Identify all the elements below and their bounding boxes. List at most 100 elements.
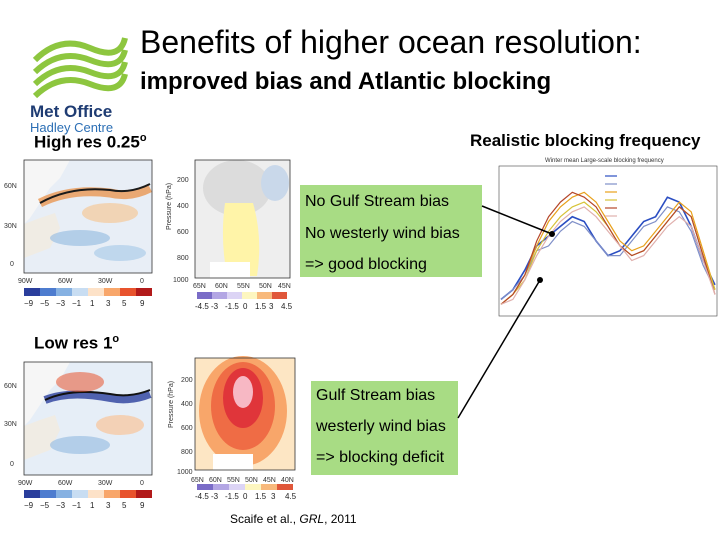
slide-title: Benefits of higher ocean resolution:	[140, 24, 642, 60]
low-res-sst-map: 60N 30N 0 90W 60W 30W 0 −9 −5 −3 −1 1 3 …	[4, 361, 153, 510]
chart-title: Winter mean Large-scale blocking frequen…	[545, 158, 664, 164]
colorbar-tick: 5	[122, 501, 127, 510]
pressure-tick: 600	[181, 425, 193, 432]
section-colorbar-tick: 0	[243, 302, 248, 311]
colorbar-tick: −5	[40, 501, 50, 510]
colorbar-tick: 5	[122, 299, 127, 308]
high-res-label: High res 0.25o	[34, 132, 147, 153]
pressure-tick: 600	[177, 229, 189, 236]
map-lon-tick: 90W	[18, 278, 33, 285]
chart-legend	[605, 175, 617, 217]
section-lat-tick: 45N	[263, 477, 276, 484]
map-lat-tick: 30N	[4, 421, 17, 428]
section-lat-tick: 55N	[237, 283, 250, 290]
map-lat-tick: 30N	[4, 223, 17, 230]
colorbar-tick: −1	[72, 299, 82, 308]
chart-series-line	[500, 191, 716, 305]
pressure-tick: 200	[181, 377, 193, 384]
low-res-point: => blocking deficit	[316, 449, 445, 466]
section-lat-tick: 50N	[259, 283, 272, 290]
section-lat-tick: 55N	[227, 477, 240, 484]
map-lat-tick: 0	[10, 261, 14, 268]
colorbar-tick: 9	[140, 501, 145, 510]
map-lon-tick: 0	[140, 278, 144, 285]
high-res-point: No Gulf Stream bias	[305, 193, 450, 210]
citation-authors: Scaife et al.,	[230, 512, 300, 526]
low-res-label-text: Low res 1	[34, 333, 113, 353]
low-res-label: Low res 1o	[34, 333, 119, 354]
high-res-point: => good blocking	[305, 256, 427, 273]
met-office-logo: Met Office Hadley Centre	[30, 30, 130, 135]
colorbar-tick: −9	[24, 299, 34, 308]
blocking-chart: Winter mean Large-scale blocking frequen…	[498, 158, 718, 317]
high-res-point: No westerly wind bias	[305, 225, 460, 242]
map-colorbar	[24, 490, 152, 498]
colorbar-tick: −3	[56, 299, 66, 308]
high-res-summary-box: No Gulf Stream bias No westerly wind bia…	[300, 185, 482, 277]
map-lon-tick: 90W	[18, 480, 33, 487]
map-lat-tick: 60N	[4, 183, 17, 190]
section-colorbar-tick: -4.5	[195, 302, 209, 311]
pressure-tick: 400	[177, 203, 189, 210]
low-res-point: Gulf Stream bias	[316, 387, 436, 404]
colorbar-tick: −5	[40, 299, 50, 308]
colorbar-tick: 9	[140, 299, 145, 308]
map-lon-tick: 0	[140, 480, 144, 487]
section-lat-tick: 60N	[209, 477, 222, 484]
logo-name: Met Office	[30, 102, 113, 121]
slide-subtitle: improved bias and Atlantic blocking	[140, 68, 552, 95]
chart-frame	[498, 165, 718, 317]
colorbar-tick: −1	[72, 501, 82, 510]
section-colorbar-tick: -1.5	[225, 492, 239, 501]
high-res-label-text: High res 0.25	[34, 132, 140, 152]
section-colorbar-tick: 1.5	[255, 492, 267, 501]
chart-series-group	[500, 191, 716, 305]
section-colorbar-tick: -3	[211, 492, 219, 501]
section-colorbar-tick: -3	[211, 302, 219, 311]
section-colorbar-tick: -1.5	[225, 302, 239, 311]
section-colorbar-tick: -4.5	[195, 492, 209, 501]
section-lat-tick: 40N	[281, 477, 294, 484]
map-lon-tick: 60W	[58, 278, 73, 285]
low-res-summary-box: Gulf Stream bias westerly wind bias => b…	[311, 381, 458, 475]
chart-series-line	[500, 206, 716, 305]
high-res-sst-map: 60N 30N 0 90W 60W 30W 0 −9 −5 −3 −1 1 3 …	[4, 159, 153, 308]
logo-waves-icon	[32, 37, 128, 99]
colorbar-tick: 1	[90, 501, 95, 510]
high-res-wind-section: Pressure (hPa) 200 400 600 800 1000 65N …	[166, 159, 293, 311]
low-res-degree: o	[112, 333, 120, 345]
section-colorbar-tick: 4.5	[281, 302, 293, 311]
map-lon-tick: 60W	[58, 480, 73, 487]
section-lat-tick: 60N	[215, 283, 228, 290]
high-res-degree: o	[139, 132, 147, 144]
low-res-wind-section: Pressure (hPa) 200 400 600 800 1000 65N …	[168, 356, 297, 501]
map-lon-tick: 30W	[98, 278, 113, 285]
pressure-tick: 1000	[177, 469, 193, 476]
pressure-tick: 1000	[173, 277, 189, 284]
section-lat-tick: 65N	[191, 477, 204, 484]
pressure-tick: 200	[177, 177, 189, 184]
map-lon-tick: 30W	[98, 480, 113, 487]
colorbar-tick: 1	[90, 299, 95, 308]
pressure-axis-label: Pressure (hPa)	[166, 183, 173, 230]
section-colorbar-tick: 4.5	[285, 492, 297, 501]
map-colorbar	[24, 288, 152, 296]
colorbar-tick: −9	[24, 501, 34, 510]
blocking-label: Realistic blocking frequency	[470, 131, 701, 150]
citation: Scaife et al., GRL, 2011	[230, 512, 357, 526]
map-lat-tick: 0	[10, 461, 14, 468]
section-colorbar	[197, 292, 287, 299]
section-colorbar-tick: 1.5	[255, 302, 267, 311]
logo-subname: Hadley Centre	[30, 120, 114, 135]
section-lat-tick: 50N	[245, 477, 258, 484]
section-lat-tick: 65N	[193, 283, 206, 290]
pressure-tick: 800	[177, 255, 189, 262]
section-colorbar-tick: 0	[243, 492, 248, 501]
section-colorbar	[197, 484, 293, 490]
map-lat-tick: 60N	[4, 383, 17, 390]
colorbar-tick: 3	[106, 299, 111, 308]
colorbar-tick: 3	[106, 501, 111, 510]
citation-year: , 2011	[324, 512, 357, 526]
chart-series-line	[500, 191, 716, 305]
low-res-point: westerly wind bias	[316, 418, 446, 435]
